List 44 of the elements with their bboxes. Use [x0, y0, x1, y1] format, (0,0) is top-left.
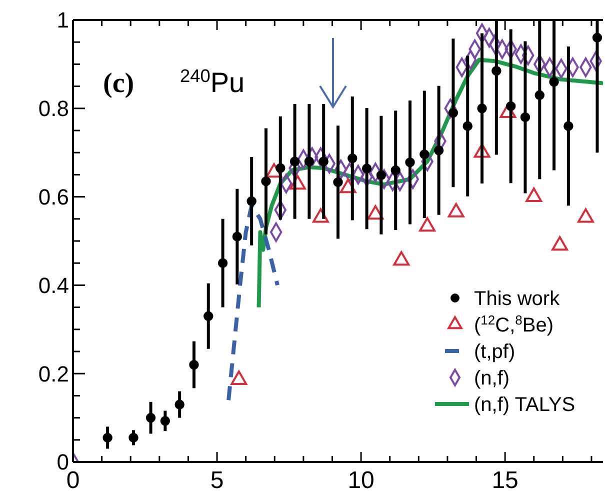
point	[348, 153, 358, 164]
legend-label: ($^{12}$C,$^{8}$Be)	[474, 312, 554, 336]
point	[549, 77, 559, 87]
y-tick-label: 0	[56, 450, 69, 475]
point	[290, 156, 300, 166]
x-tick-label: 15	[492, 467, 518, 491]
point	[128, 432, 138, 443]
point	[246, 196, 256, 206]
point	[534, 90, 544, 100]
point	[160, 416, 170, 426]
legend-label: (n,f)	[474, 368, 510, 390]
point	[492, 66, 502, 76]
y-tick-label: 0.4	[38, 272, 69, 298]
point	[146, 412, 156, 423]
point	[174, 400, 184, 410]
point	[189, 360, 199, 370]
point	[218, 258, 228, 268]
y-tick-label: 1	[56, 8, 69, 33]
point	[362, 164, 372, 174]
point	[520, 112, 530, 122]
annotation: $^{240}$Pu	[180, 66, 245, 98]
point	[420, 150, 430, 160]
point	[102, 432, 112, 443]
point	[204, 311, 214, 321]
point	[390, 165, 400, 176]
point	[232, 232, 242, 242]
legend-label: This work	[474, 288, 561, 310]
y-tick-label: 0.6	[38, 184, 69, 210]
point	[261, 176, 271, 186]
annotation: (c)	[103, 68, 134, 99]
x-tick-label: 10	[348, 467, 374, 491]
point	[477, 104, 487, 114]
x-tick-label: 5	[210, 467, 224, 491]
point	[405, 157, 415, 168]
y-tick-label: 0.2	[38, 361, 69, 386]
legend-label: (t,pf)	[474, 341, 516, 363]
point	[592, 32, 602, 43]
legend-label: (n,f) TALYS	[474, 394, 576, 416]
point	[333, 177, 343, 188]
point	[276, 163, 286, 173]
point	[462, 121, 472, 131]
point	[434, 146, 444, 156]
y-tick-label: 0.8	[38, 96, 69, 122]
point	[564, 121, 574, 131]
